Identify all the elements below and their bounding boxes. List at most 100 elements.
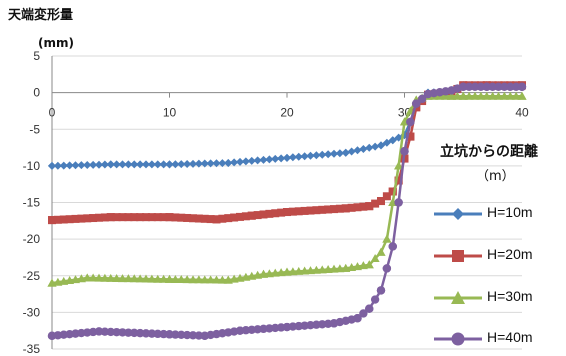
- data-point: [370, 295, 380, 304]
- data-point: [59, 215, 68, 224]
- data-point: [206, 275, 216, 284]
- data-point: [241, 212, 250, 221]
- data-point: [142, 213, 150, 222]
- data-point: [188, 331, 198, 340]
- data-point: [170, 274, 180, 283]
- data-point: [135, 274, 145, 283]
- data-point: [100, 327, 110, 336]
- data-point: [177, 160, 186, 169]
- data-point: [394, 133, 403, 142]
- data-point: [265, 155, 274, 164]
- data-point: [83, 214, 92, 223]
- data-point: [265, 209, 274, 218]
- data-point: [106, 327, 115, 337]
- data-point: [153, 274, 163, 283]
- data-point: [153, 329, 162, 339]
- data-point: [365, 143, 374, 152]
- data-point: [277, 154, 286, 163]
- data-point: [259, 210, 268, 219]
- data-point: [194, 331, 204, 340]
- data-point: [330, 205, 338, 214]
- data-point: [324, 150, 333, 159]
- data-point: [124, 328, 133, 337]
- data-point: [505, 91, 515, 100]
- data-point: [347, 203, 356, 212]
- y-axis-title: 天端変形量: [8, 8, 74, 23]
- data-point: [77, 161, 86, 170]
- data-point: [459, 82, 468, 91]
- data-point: [82, 273, 92, 282]
- data-point: [464, 91, 474, 100]
- data-point: [335, 264, 345, 273]
- data-point: [224, 158, 233, 167]
- data-point: [89, 214, 98, 223]
- data-point: [218, 159, 227, 168]
- data-point: [400, 147, 409, 156]
- data-point: [217, 275, 227, 284]
- data-point: [118, 328, 127, 337]
- data-point: [59, 161, 68, 170]
- data-point: [511, 91, 521, 100]
- series-H=40m: [47, 82, 527, 341]
- data-point: [412, 99, 421, 108]
- data-point: [147, 160, 156, 169]
- data-point: [130, 160, 139, 169]
- data-point: [224, 214, 233, 223]
- data-point: [294, 152, 303, 161]
- x-tick-label: 40: [515, 106, 529, 120]
- legend-item-h20: H=20m: [432, 245, 562, 267]
- data-point: [271, 154, 280, 163]
- data-point: [182, 275, 192, 284]
- data-point: [194, 275, 204, 284]
- data-point: [388, 242, 397, 251]
- data-point: [95, 213, 103, 222]
- data-point: [247, 156, 256, 165]
- data-point: [112, 327, 121, 337]
- data-point: [499, 91, 509, 100]
- x-tick-label: 0: [49, 106, 56, 120]
- data-point: [212, 275, 221, 284]
- data-point: [294, 207, 303, 216]
- data-point: [318, 205, 327, 214]
- data-point: [159, 329, 168, 339]
- data-point: [230, 158, 239, 167]
- data-point: [288, 207, 297, 216]
- data-point: [306, 266, 315, 275]
- data-point: [130, 213, 139, 222]
- data-point: [171, 160, 180, 169]
- data-point: [200, 214, 209, 223]
- data-point: [517, 82, 527, 91]
- data-point: [182, 330, 192, 340]
- y-axis-unit: (mm): [38, 36, 74, 50]
- data-point: [377, 141, 385, 150]
- data-point: [206, 215, 215, 224]
- data-point: [71, 161, 80, 170]
- legend-item-h30: H=30m: [432, 287, 562, 309]
- legend-label-h40: H=40m: [487, 329, 533, 345]
- data-point: [382, 264, 392, 273]
- data-point: [335, 204, 344, 213]
- data-point: [65, 161, 74, 170]
- data-point: [488, 82, 497, 91]
- data-point: [136, 213, 145, 222]
- data-point: [100, 213, 109, 222]
- data-point: [406, 132, 415, 141]
- data-point: [188, 275, 198, 284]
- data-point: [177, 213, 186, 222]
- data-point: [323, 265, 333, 274]
- data-point: [100, 160, 109, 169]
- legend-label-h30: H=30m: [487, 288, 533, 304]
- data-point: [476, 91, 486, 100]
- series-lines: [47, 81, 527, 341]
- data-point: [482, 82, 491, 91]
- data-point: [306, 206, 315, 215]
- data-point: [394, 176, 403, 185]
- data-point: [194, 214, 203, 223]
- data-point: [452, 91, 462, 100]
- data-point: [71, 214, 80, 223]
- data-point: [277, 208, 286, 217]
- data-point: [341, 204, 350, 213]
- data-point: [388, 136, 397, 145]
- x-tick-label: 10: [163, 106, 177, 120]
